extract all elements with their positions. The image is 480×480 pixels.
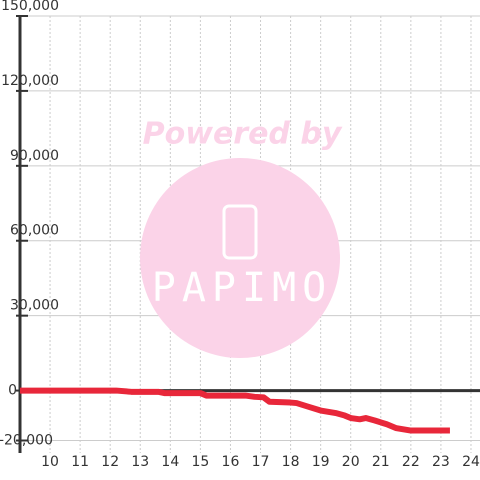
watermark-title: Powered by [143,117,343,152]
y-tick-label: 150,000 [1,0,59,14]
data-line [20,387,450,434]
x-tick-label: 10 [41,454,59,470]
x-tick-label: 24 [462,454,480,470]
x-tick-label: 20 [342,454,360,470]
x-tick-label: 19 [312,454,330,470]
x-tick-label: 16 [222,454,240,470]
x-tick-label: 15 [191,454,209,470]
x-tick-label: 18 [282,454,300,470]
watermark-brand: PAPIMO [152,265,333,311]
x-tick-label: 21 [372,454,390,470]
y-tick-label: 0 [8,383,17,399]
x-tick-label: 13 [131,454,149,470]
y-tick-label: -20,000 [0,433,53,449]
x-tick-label: 12 [101,454,119,470]
y-tick-label: 120,000 [1,73,59,89]
y-tick-label: 60,000 [10,223,59,239]
x-tick-label: 11 [71,454,89,470]
x-tick-label: 14 [161,454,179,470]
phone-icon [222,204,258,260]
y-tick-label: 90,000 [10,148,59,164]
watermark: Powered by PAPIMO [140,117,343,358]
x-tick-label: 22 [402,454,420,470]
x-tick-label: 17 [252,454,270,470]
x-tick-label: 23 [432,454,450,470]
y-tick-label: 30,000 [10,298,59,314]
